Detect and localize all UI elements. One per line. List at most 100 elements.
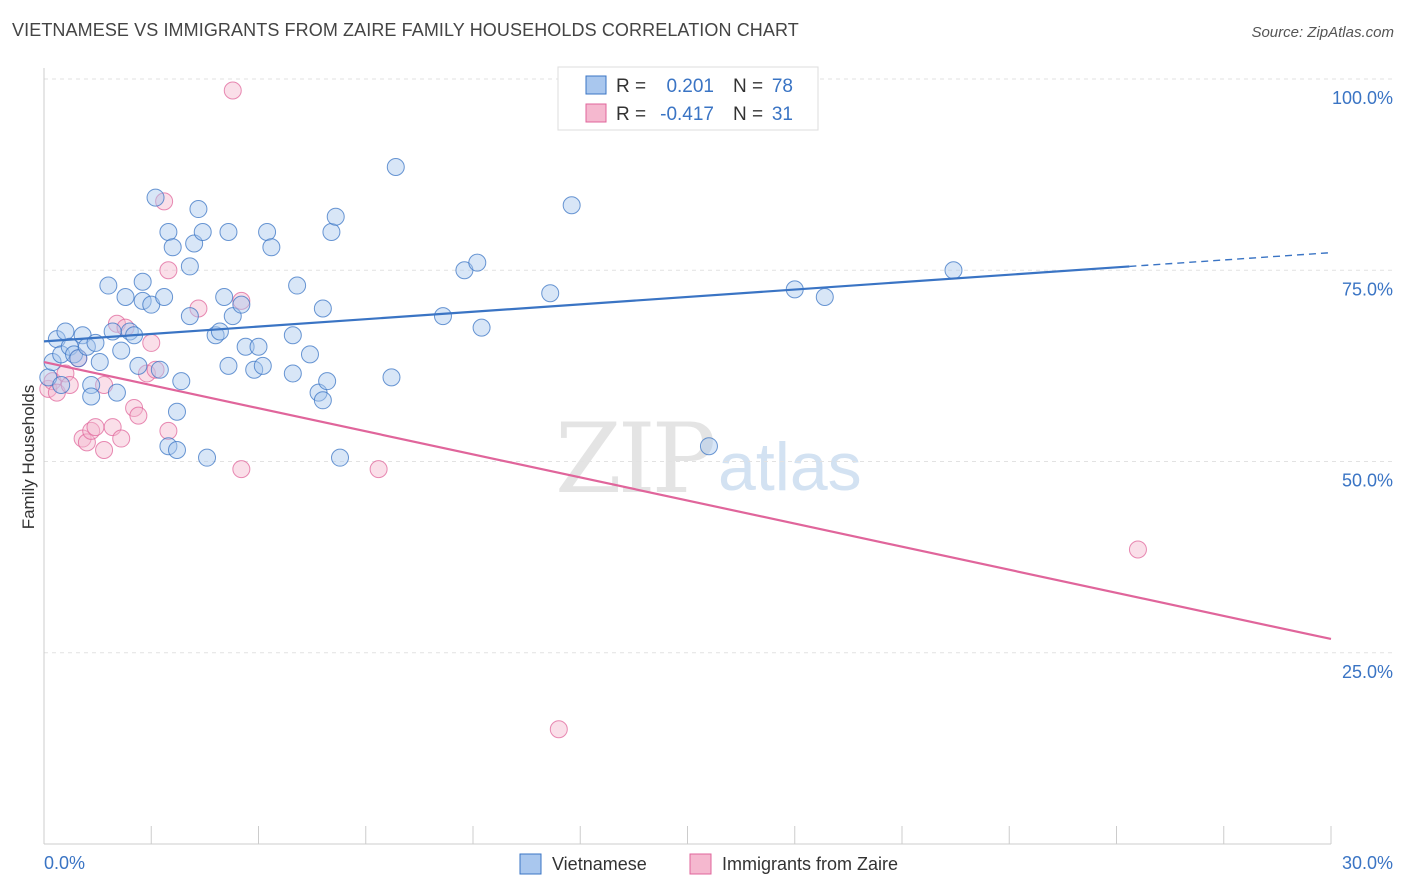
vietnamese-point — [180, 307, 199, 326]
zaire-point — [159, 261, 178, 280]
bottom-legend-label-vietnamese: Vietnamese — [552, 854, 647, 874]
legend-r-label-zaire: R = — [616, 104, 646, 125]
vietnamese-point — [322, 223, 341, 241]
x-tick-label-min: 0.0% — [44, 853, 85, 873]
vietnamese-point — [116, 288, 135, 307]
vietnamese-point — [386, 157, 405, 176]
watermark-atlas: atlas — [718, 429, 862, 505]
vietnamese-point — [163, 238, 182, 257]
zaire-point — [129, 406, 148, 425]
zaire-point — [232, 460, 251, 479]
legend-swatch-zaire — [585, 103, 607, 123]
vietnamese-point — [331, 448, 350, 467]
vietnamese-point — [167, 402, 186, 421]
vietnamese-point — [56, 322, 75, 341]
vietnamese-point — [150, 360, 169, 379]
vietnamese-point — [198, 448, 217, 467]
zaire-point — [223, 81, 242, 100]
y-tick-label-50: 50.0% — [1342, 471, 1393, 491]
trend-line-zaire — [43, 360, 1332, 641]
zaire-point — [86, 418, 105, 437]
y-tick-label-100: 100.0% — [1332, 88, 1393, 108]
vietnamese-point — [433, 307, 452, 326]
source-credit: Source: ZipAtlas.com — [1251, 24, 1394, 41]
vietnamese-point — [249, 337, 268, 356]
vietnamese-point — [90, 353, 109, 372]
legend: R = 0.201 N = 78 R = -0.417 N = 31 — [557, 66, 819, 131]
chart-title: VIETNAMESE VS IMMIGRANTS FROM ZAIRE FAMI… — [12, 20, 799, 40]
zaire-point — [142, 333, 161, 352]
zaire-point — [1128, 540, 1147, 559]
vietnamese-point — [313, 391, 332, 410]
bottom-legend-swatch-zaire — [689, 853, 712, 875]
vietnamese-point — [159, 437, 178, 456]
vietnamese-point — [210, 322, 229, 341]
legend-r-value-vietnamese: 0.201 — [666, 76, 714, 97]
vietnamese-point — [167, 441, 186, 460]
vietnamese-point — [283, 364, 302, 383]
x-tick-marks — [43, 826, 1332, 844]
vietnamese-point — [112, 341, 131, 360]
y-axis-label: Family Households — [19, 385, 38, 530]
zaire-point — [155, 192, 174, 211]
legend-swatch-vietnamese — [585, 75, 607, 95]
zaire-point — [549, 720, 568, 739]
vietnamese-point — [133, 272, 152, 291]
vietnamese-point — [313, 299, 332, 318]
vietnamese-point — [253, 356, 272, 375]
vietnamese-point — [262, 238, 281, 257]
zaire-point — [56, 364, 75, 383]
y-tick-label-75: 75.0% — [1342, 279, 1393, 299]
bottom-legend-label-zaire: Immigrants from Zaire — [722, 854, 898, 874]
vietnamese-point — [258, 223, 277, 241]
bottom-legend: Vietnamese Immigrants from Zaire — [519, 853, 898, 875]
zaire-point — [146, 360, 165, 379]
y-tick-labels: 100.0% 75.0% 50.0% 25.0% — [1332, 88, 1393, 682]
zaire-point — [112, 429, 131, 448]
trend-lines — [43, 251, 1332, 641]
vietnamese-point — [472, 318, 491, 337]
zaire-point — [159, 421, 178, 440]
vietnamese-point — [219, 356, 238, 375]
vietnamese-point — [107, 383, 126, 402]
vietnamese-point — [193, 223, 212, 241]
series-vietnamese-points — [39, 157, 963, 467]
y-tick-label-25: 25.0% — [1342, 662, 1393, 682]
vietnamese-point — [133, 291, 152, 310]
vietnamese-point — [468, 253, 487, 272]
vietnamese-point — [180, 257, 199, 276]
vietnamese-point — [318, 372, 337, 391]
zaire-point — [95, 441, 114, 460]
vietnamese-point — [382, 368, 401, 387]
vietnamese-point — [815, 288, 834, 307]
zaire-point — [369, 460, 388, 479]
vietnamese-point — [562, 196, 581, 215]
vietnamese-point — [541, 284, 560, 303]
legend-n-label-zaire: N = — [733, 104, 763, 125]
vietnamese-point — [699, 437, 718, 456]
vietnamese-point — [52, 376, 71, 394]
legend-n-value-zaire: 31 — [772, 104, 793, 125]
vietnamese-point — [236, 337, 255, 356]
vietnamese-point — [189, 200, 208, 219]
vietnamese-point — [944, 261, 963, 280]
vietnamese-point — [155, 288, 174, 307]
vietnamese-point — [82, 387, 101, 406]
watermark-zip: ZIP — [555, 403, 714, 515]
vietnamese-point — [300, 345, 319, 364]
vietnamese-point — [288, 276, 307, 295]
legend-r-label-vietnamese: R = — [616, 76, 646, 97]
trend-line-vietnamese-extension — [1129, 251, 1332, 268]
vietnamese-point — [146, 188, 165, 207]
trend-line-vietnamese — [43, 265, 1130, 343]
vietnamese-point — [219, 223, 238, 241]
vietnamese-point — [215, 288, 234, 307]
zaire-point — [77, 433, 96, 452]
x-tick-label-max: 30.0% — [1342, 853, 1393, 873]
vietnamese-point — [326, 207, 345, 226]
vietnamese-point — [99, 276, 118, 295]
vietnamese-point — [232, 295, 251, 314]
vietnamese-point — [129, 356, 148, 375]
bottom-legend-swatch-vietnamese — [519, 853, 542, 875]
